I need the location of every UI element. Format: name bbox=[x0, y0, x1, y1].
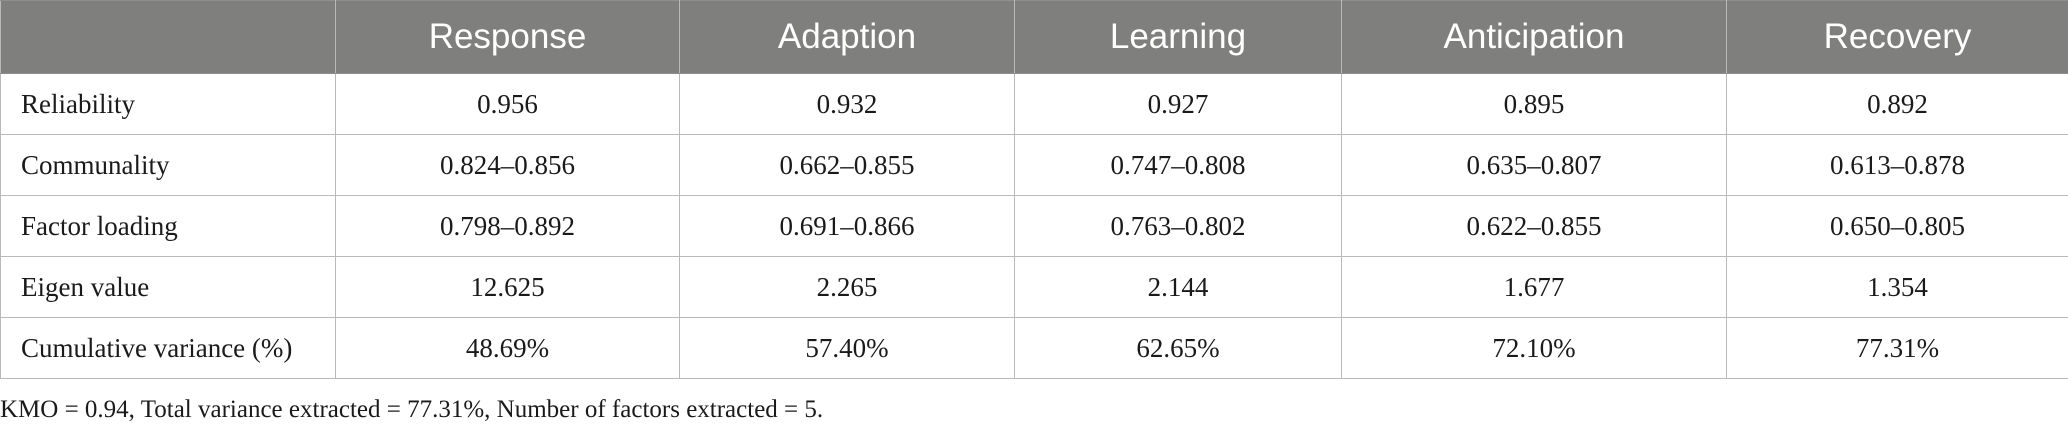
table-row-reliability: Reliability 0.956 0.932 0.927 0.895 0.89… bbox=[0, 73, 2068, 135]
table-cell: 0.635–0.807 bbox=[1341, 134, 1727, 196]
header-cell-anticipation: Anticipation bbox=[1341, 0, 1727, 74]
table-cell: 1.354 bbox=[1726, 256, 2068, 318]
table-body: Reliability 0.956 0.932 0.927 0.895 0.89… bbox=[0, 73, 2068, 379]
header-cell-learning: Learning bbox=[1014, 0, 1342, 74]
table-cell: 2.265 bbox=[679, 256, 1015, 318]
table-cell: 1.677 bbox=[1341, 256, 1727, 318]
row-label: Communality bbox=[0, 134, 336, 196]
table-row-communality: Communality 0.824–0.856 0.662–0.855 0.74… bbox=[0, 134, 2068, 196]
table-cell: 0.824–0.856 bbox=[335, 134, 680, 196]
table-cell: 48.69% bbox=[335, 317, 680, 379]
factor-analysis-table: Response Adaption Learning Anticipation … bbox=[0, 0, 2068, 379]
table-footnote: KMO = 0.94, Total variance extracted = 7… bbox=[0, 396, 824, 423]
table-row-cumulative-variance: Cumulative variance (%) 48.69% 57.40% 62… bbox=[0, 317, 2068, 379]
header-cell-empty bbox=[0, 0, 336, 74]
table-cell: 0.650–0.805 bbox=[1726, 195, 2068, 257]
table-cell: 0.927 bbox=[1014, 73, 1342, 135]
row-label: Factor loading bbox=[0, 195, 336, 257]
header-row: Response Adaption Learning Anticipation … bbox=[0, 0, 2068, 74]
table-cell: 0.956 bbox=[335, 73, 680, 135]
table-cell: 2.144 bbox=[1014, 256, 1342, 318]
table-cell: 0.691–0.866 bbox=[679, 195, 1015, 257]
table-cell: 0.747–0.808 bbox=[1014, 134, 1342, 196]
row-label: Reliability bbox=[0, 73, 336, 135]
factor-analysis-table-container: Response Adaption Learning Anticipation … bbox=[0, 0, 2068, 379]
table-cell: 0.895 bbox=[1341, 73, 1727, 135]
table-cell: 0.932 bbox=[679, 73, 1015, 135]
header-cell-response: Response bbox=[335, 0, 680, 74]
table-cell: 72.10% bbox=[1341, 317, 1727, 379]
table-cell: 0.892 bbox=[1726, 73, 2068, 135]
table-header: Response Adaption Learning Anticipation … bbox=[0, 0, 2068, 74]
row-label: Cumulative variance (%) bbox=[0, 317, 336, 379]
table-cell: 57.40% bbox=[679, 317, 1015, 379]
table-cell: 0.622–0.855 bbox=[1341, 195, 1727, 257]
table-cell: 62.65% bbox=[1014, 317, 1342, 379]
table-row-factor-loading: Factor loading 0.798–0.892 0.691–0.866 0… bbox=[0, 195, 2068, 257]
table-cell: 0.662–0.855 bbox=[679, 134, 1015, 196]
header-cell-adaption: Adaption bbox=[679, 0, 1015, 74]
table-cell: 77.31% bbox=[1726, 317, 2068, 379]
table-cell: 0.613–0.878 bbox=[1726, 134, 2068, 196]
table-cell: 0.763–0.802 bbox=[1014, 195, 1342, 257]
table-cell: 0.798–0.892 bbox=[335, 195, 680, 257]
table-cell: 12.625 bbox=[335, 256, 680, 318]
row-label: Eigen value bbox=[0, 256, 336, 318]
table-row-eigen-value: Eigen value 12.625 2.265 2.144 1.677 1.3… bbox=[0, 256, 2068, 318]
header-cell-recovery: Recovery bbox=[1726, 0, 2068, 74]
